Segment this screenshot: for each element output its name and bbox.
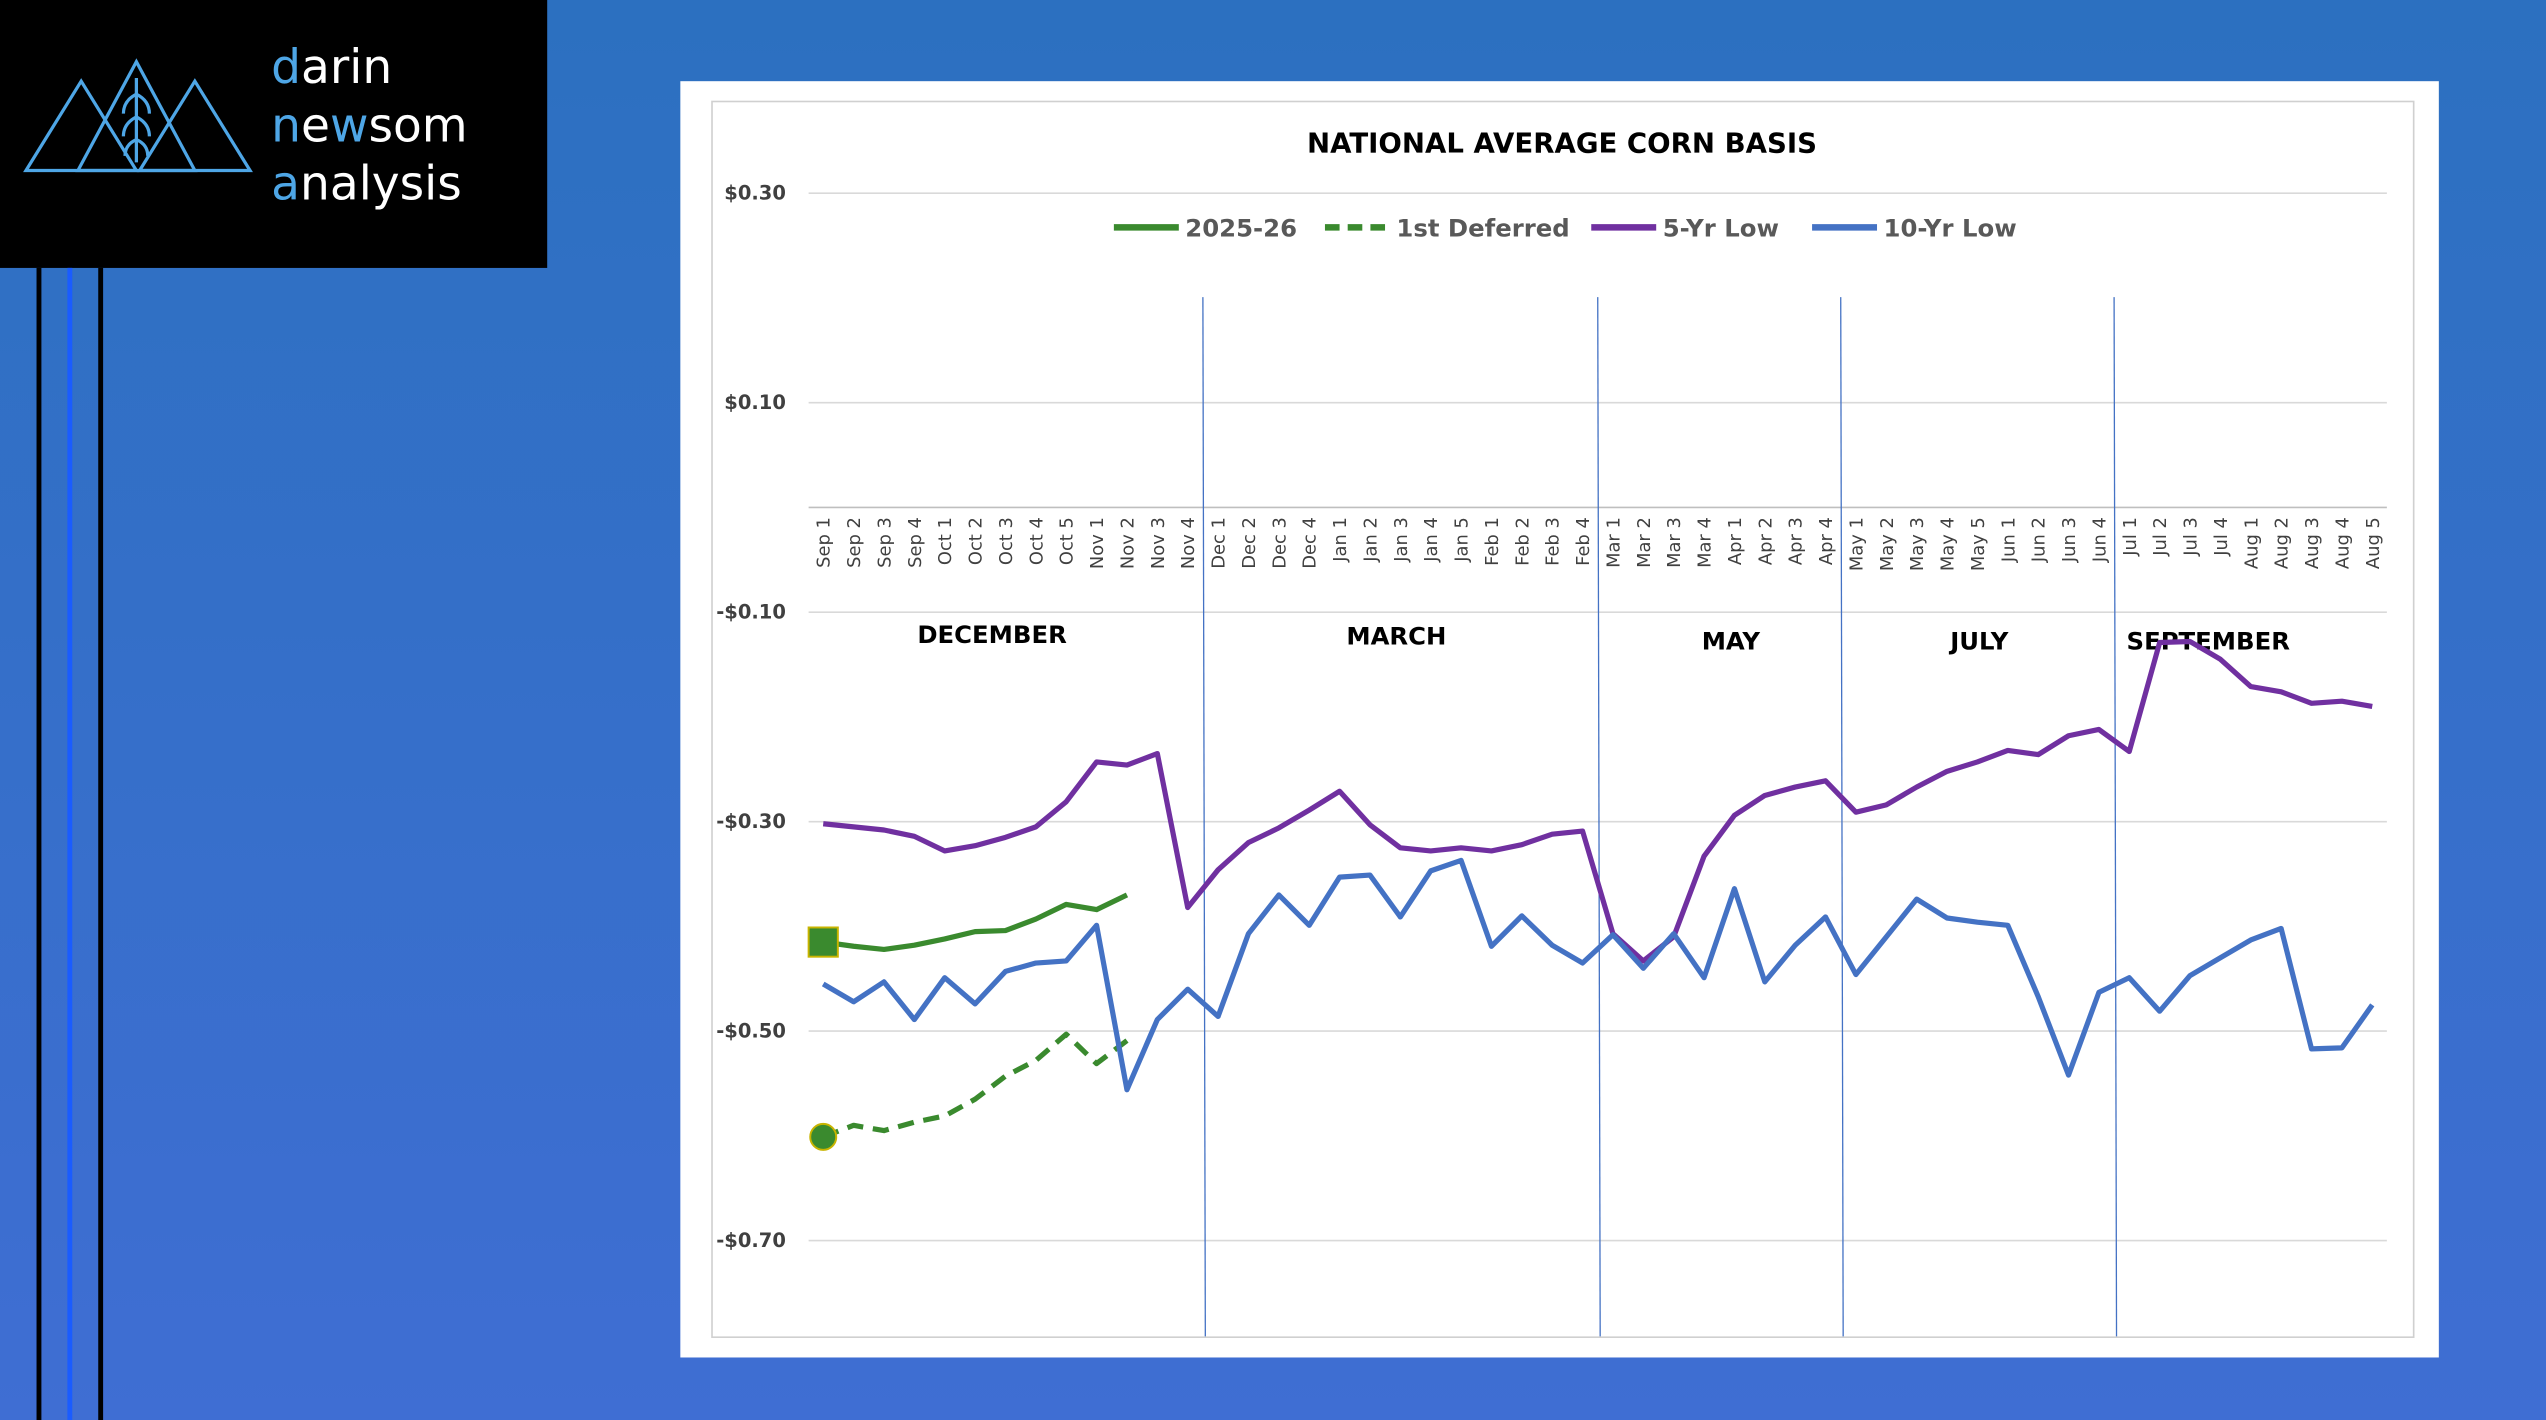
series-line <box>822 1031 1129 1140</box>
x-tick-label: Oct 1 <box>935 517 956 565</box>
section-divider <box>1597 297 1601 1337</box>
x-tick-label: Jun 3 <box>2059 517 2080 563</box>
x-tick-label: Jan 5 <box>1452 517 1473 563</box>
x-tick-label: Aug 2 <box>2272 517 2293 569</box>
logo-segment: a <box>271 157 300 212</box>
series-marker <box>809 1122 838 1151</box>
x-tick-label: Apr 2 <box>1755 517 1776 565</box>
chart-panel <box>680 81 2439 1358</box>
y-tick-label: -$0.10 <box>716 601 786 624</box>
section-label: DECEMBER <box>917 620 1067 649</box>
logo-icon <box>23 58 253 173</box>
legend-label: 10-Yr Low <box>1884 213 2017 242</box>
x-tick-label: May 5 <box>1968 517 1989 571</box>
logo-segment: d <box>271 40 301 95</box>
section-divider <box>1840 297 1844 1337</box>
y-tick-label: -$0.70 <box>716 1229 786 1252</box>
section-label: MAY <box>1702 627 1761 656</box>
x-tick-label: Jan 1 <box>1330 517 1351 563</box>
logo-segment: arin <box>301 40 392 95</box>
x-tick-label: May 2 <box>1877 517 1898 571</box>
logo-text: darin <box>271 40 392 95</box>
legend-label: 1st Deferred <box>1396 213 1569 242</box>
section-divider <box>1202 297 1206 1337</box>
logo-segment: n <box>271 98 301 153</box>
chart-title: NATIONAL AVERAGE CORN BASIS <box>1307 127 1817 160</box>
x-tick-label: Jan 3 <box>1391 517 1412 563</box>
x-tick-label: Mar 3 <box>1664 517 1685 568</box>
logo-segment: som <box>368 98 467 153</box>
section-label: JULY <box>1948 627 2009 656</box>
logo-text: newsom <box>271 98 468 153</box>
x-tick-label: Oct 3 <box>996 517 1017 565</box>
x-tick-label: Mar 2 <box>1634 517 1655 568</box>
x-tick-label: May 3 <box>1907 517 1928 571</box>
series-marker <box>807 926 839 958</box>
x-tick-label: Feb 2 <box>1512 517 1533 566</box>
x-tick-label: Feb 1 <box>1482 517 1503 566</box>
x-tick-label: Apr 4 <box>1816 517 1837 565</box>
x-tick-label: Nov 4 <box>1178 517 1199 569</box>
x-tick-label: Oct 5 <box>1057 517 1078 565</box>
y-tick-label: $0.10 <box>724 391 786 414</box>
logo-segment: w <box>330 98 369 153</box>
x-tick-label: Mar 4 <box>1695 517 1716 568</box>
x-tick-label: Dec 3 <box>1269 517 1290 569</box>
x-tick-label: Sep 1 <box>814 517 835 568</box>
y-tick-label: -$0.30 <box>716 810 786 833</box>
x-tick-label: Oct 4 <box>1026 517 1047 565</box>
x-tick-label: Nov 1 <box>1087 517 1108 569</box>
logo-segment: nalysis <box>300 157 462 212</box>
x-tick-label: Jul 2 <box>2150 517 2171 557</box>
x-tick-label: Dec 2 <box>1239 517 1260 569</box>
y-tick-label: $0.30 <box>724 182 786 205</box>
x-tick-label: Feb 4 <box>1573 517 1594 566</box>
section-label: MARCH <box>1346 622 1446 651</box>
x-tick-label: Jan 4 <box>1421 517 1442 563</box>
y-tick-label: -$0.50 <box>716 1020 786 1043</box>
legend-label: 2025-26 <box>1185 213 1297 242</box>
x-tick-label: Apr 1 <box>1725 517 1746 565</box>
x-tick-label: Jul 1 <box>2120 517 2141 557</box>
logo-segment: e <box>301 98 330 153</box>
x-tick-label: Nov 3 <box>1148 517 1169 569</box>
chart-border <box>711 100 2415 1338</box>
x-tick-label: Aug 1 <box>2241 517 2262 569</box>
x-tick-label: Oct 2 <box>966 517 987 565</box>
x-tick-label: Jun 4 <box>2089 517 2110 563</box>
x-tick-label: Apr 3 <box>1786 517 1807 565</box>
x-tick-label: Aug 3 <box>2302 517 2323 569</box>
x-tick-label: Sep 2 <box>844 517 865 568</box>
logo-box <box>0 0 548 268</box>
x-tick-label: Dec 1 <box>1209 517 1230 569</box>
x-tick-label: Dec 4 <box>1300 517 1321 569</box>
x-tick-label: Jul 4 <box>2211 517 2232 557</box>
x-tick-label: Aug 4 <box>2332 517 2353 569</box>
x-tick-label: Jun 2 <box>2029 517 2050 563</box>
series-line <box>822 638 2373 964</box>
x-tick-label: Mar 1 <box>1603 517 1624 568</box>
x-tick-label: Jun 1 <box>1998 517 2019 563</box>
x-tick-label: Nov 2 <box>1117 517 1138 569</box>
x-tick-label: Feb 3 <box>1543 517 1564 566</box>
x-tick-label: Sep 3 <box>874 517 895 568</box>
x-tick-label: Sep 4 <box>905 517 926 568</box>
legend-label: 5-Yr Low <box>1663 213 1779 242</box>
x-tick-label: Jul 3 <box>2181 517 2202 557</box>
x-tick-label: Aug 5 <box>2363 517 2384 569</box>
logo-text: analysis <box>271 157 462 212</box>
x-tick-label: Jan 2 <box>1360 517 1381 563</box>
series-line <box>822 892 1129 953</box>
x-tick-label: May 4 <box>1938 517 1959 571</box>
x-tick-label: May 1 <box>1846 517 1867 571</box>
section-divider <box>2113 297 2118 1337</box>
series-line <box>821 857 2375 1093</box>
